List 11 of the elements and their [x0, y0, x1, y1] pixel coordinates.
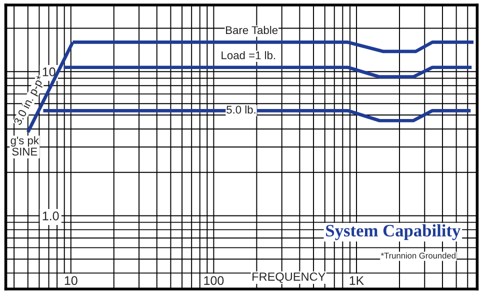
series-label: Bare Table: [226, 26, 278, 34]
y-axis-title: g's pk SINE: [10, 136, 39, 156]
x-tick-label: 10: [64, 276, 78, 285]
annotation: *Trunnion Grounded: [380, 252, 456, 259]
x-tick-label: 100: [204, 276, 224, 285]
y-tick-label: 1.0: [42, 212, 59, 220]
x-axis-title: FREQUENCY: [252, 272, 326, 283]
series-label: Load =1 lb.: [222, 51, 276, 60]
x-tick-label: 1K: [350, 276, 364, 285]
series-label: 5.0 lb.: [226, 105, 256, 114]
text: System Capability: [326, 224, 461, 240]
